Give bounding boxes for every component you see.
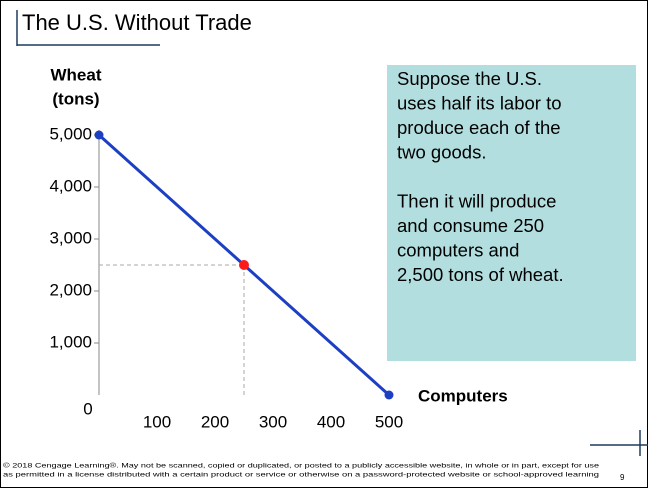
callout-text: and consume 250 (397, 215, 544, 236)
y-tick-label: 1,000 (49, 332, 92, 351)
callout-text: two goods. (397, 141, 486, 162)
slide-title: The U.S. Without Trade (22, 10, 252, 35)
callout-text: 2,500 tons of wheat. (397, 264, 564, 285)
y-axis-label: (tons) (52, 89, 99, 108)
callout-text: uses half its labor to (397, 92, 562, 113)
callout-text: produce each of the (397, 117, 561, 138)
x-axis-label: Computers (418, 386, 508, 405)
highlight-point (239, 260, 249, 270)
page-number: 9 (620, 473, 625, 482)
y-tick-label: 5,000 (49, 124, 92, 143)
callout-box (387, 65, 636, 361)
y-tick-label: 2,000 (49, 280, 92, 299)
origin-label: 0 (83, 399, 92, 418)
end-point (94, 130, 104, 140)
x-tick-label: 400 (317, 412, 345, 431)
x-tick-label: 500 (375, 412, 403, 431)
footer-text: as permitted in a license distributed wi… (3, 472, 600, 479)
end-point (384, 390, 394, 400)
callout-text: Suppose the U.S. (397, 68, 542, 89)
callout-text: Then it will produce (397, 190, 556, 211)
x-tick-label: 100 (143, 412, 171, 431)
footer-text: © 2018 Cengage Learning®. May not be sca… (3, 462, 600, 470)
y-axis-label: Wheat (51, 65, 102, 84)
y-tick-label: 4,000 (49, 176, 92, 195)
y-tick-label: 3,000 (49, 228, 92, 247)
x-tick-label: 200 (201, 412, 229, 431)
callout-text: computers and (397, 239, 519, 260)
x-tick-label: 300 (259, 412, 287, 431)
